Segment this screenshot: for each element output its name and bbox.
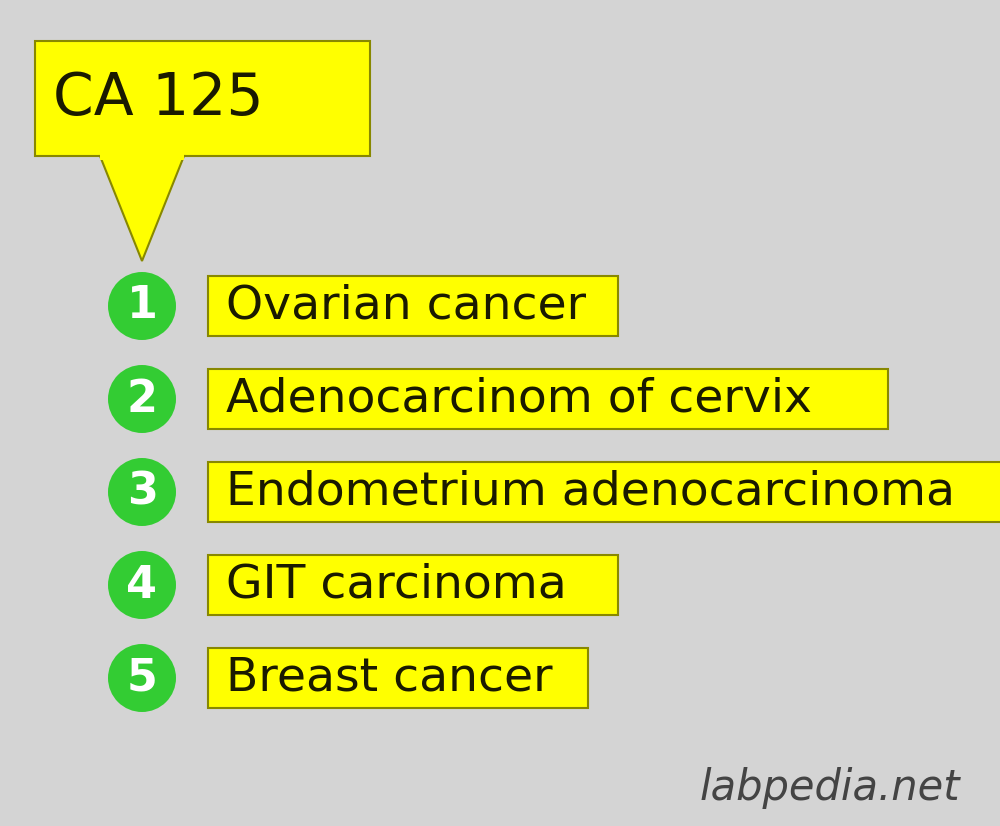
FancyBboxPatch shape — [35, 41, 370, 156]
Circle shape — [108, 458, 176, 526]
Polygon shape — [100, 156, 184, 261]
Text: labpedia.net: labpedia.net — [700, 767, 960, 809]
Text: 3: 3 — [127, 471, 157, 514]
Text: 4: 4 — [126, 563, 158, 606]
Text: Ovarian cancer: Ovarian cancer — [226, 283, 586, 329]
Text: 1: 1 — [126, 284, 158, 327]
Circle shape — [108, 551, 176, 619]
Text: Adenocarcinom of cervix: Adenocarcinom of cervix — [226, 377, 812, 421]
FancyBboxPatch shape — [208, 369, 888, 429]
Text: Endometrium adenocarcinoma: Endometrium adenocarcinoma — [226, 469, 955, 515]
Text: 5: 5 — [127, 657, 157, 700]
Text: GIT carcinoma: GIT carcinoma — [226, 563, 567, 607]
Polygon shape — [100, 148, 184, 160]
FancyBboxPatch shape — [208, 555, 618, 615]
Text: 2: 2 — [126, 377, 158, 420]
Text: Breast cancer: Breast cancer — [226, 656, 553, 700]
Text: CA 125: CA 125 — [53, 70, 264, 127]
Circle shape — [108, 365, 176, 433]
Circle shape — [108, 272, 176, 340]
Circle shape — [108, 644, 176, 712]
FancyBboxPatch shape — [208, 276, 618, 336]
FancyBboxPatch shape — [208, 462, 1000, 522]
FancyBboxPatch shape — [208, 648, 588, 708]
